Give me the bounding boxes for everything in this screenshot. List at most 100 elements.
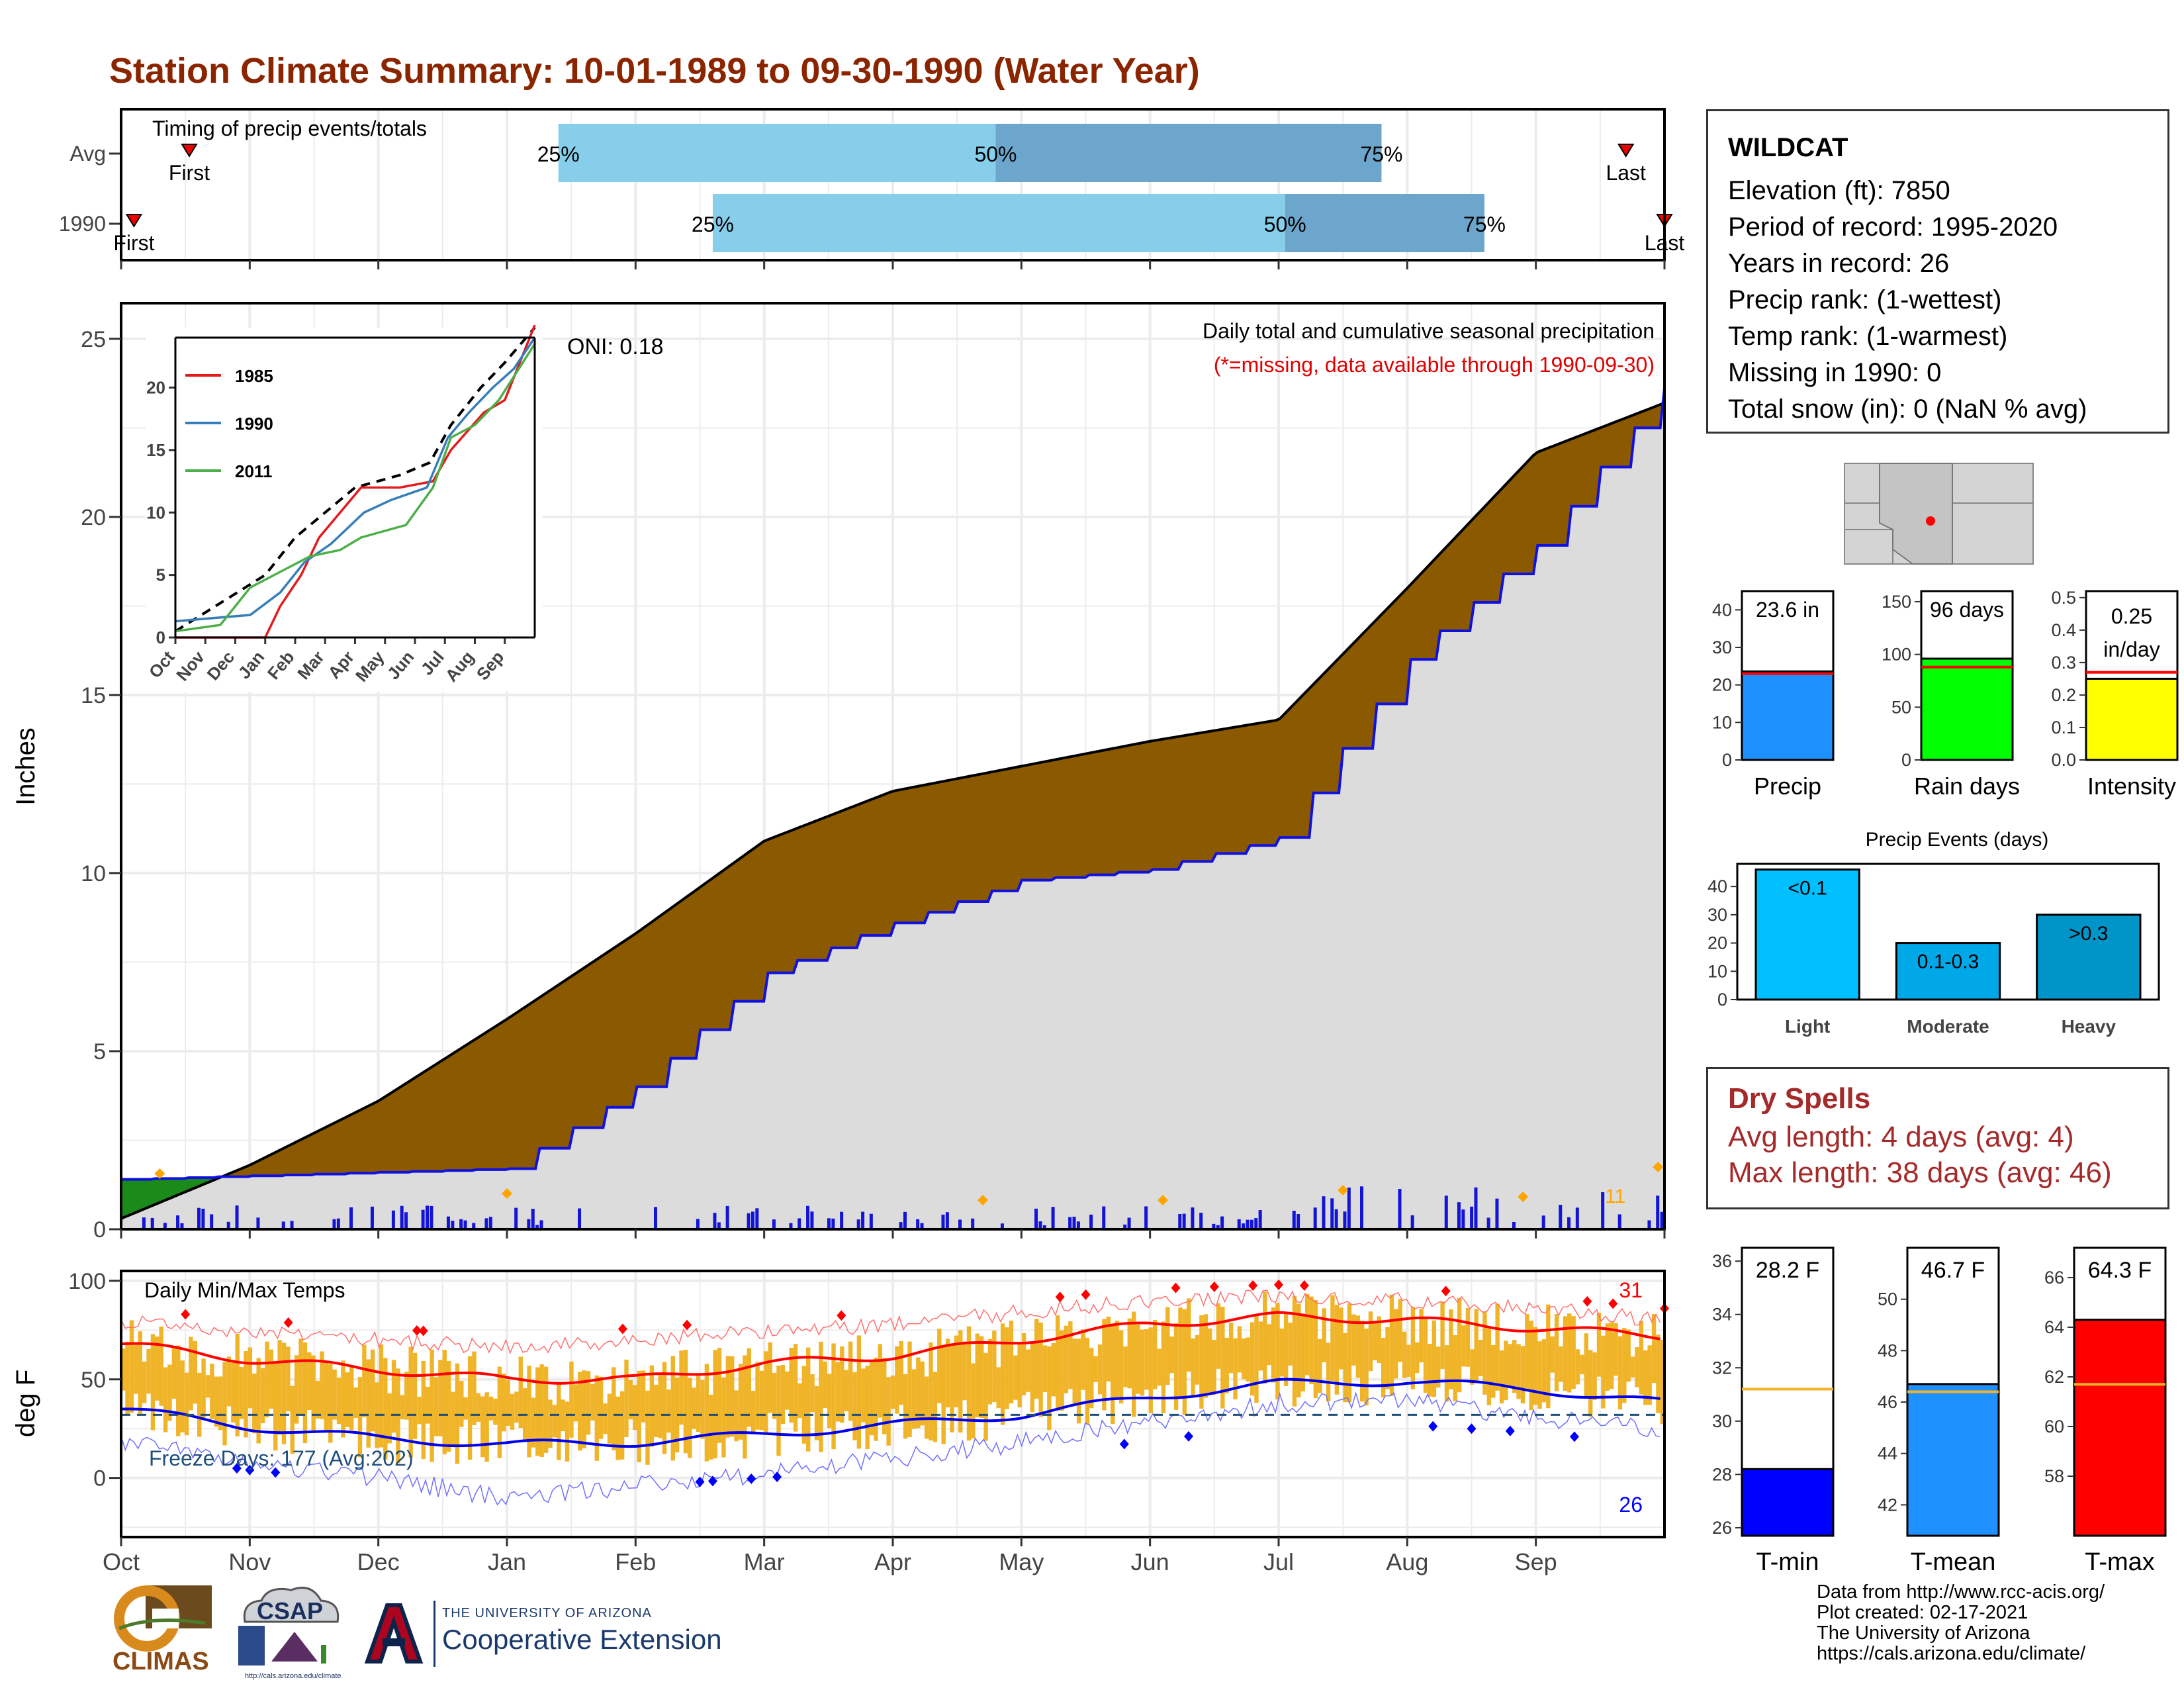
daily-temp-range-bar xyxy=(1178,1307,1183,1398)
daily-temp-range-bar xyxy=(357,1377,363,1458)
timing-caption: Timing of precip events/totals xyxy=(152,117,427,140)
daily-temp-range-bar xyxy=(1398,1299,1402,1362)
daily-precip-bar xyxy=(1191,1207,1195,1229)
daily-temp-range-bar xyxy=(121,1348,126,1391)
first-marker xyxy=(125,214,143,228)
daily-temp-range-bar xyxy=(692,1387,696,1429)
timing-last-label: Last xyxy=(1606,161,1646,185)
daily-temp-range-bar xyxy=(1318,1338,1322,1393)
events-bar-inner-label: 0.1-0.3 xyxy=(1917,951,1979,973)
inset-avg-line xyxy=(174,326,536,633)
daily-temp-range-bar xyxy=(129,1320,134,1413)
daily-temp-range-bar xyxy=(1453,1335,1457,1401)
daily-precip-bar xyxy=(696,1219,700,1229)
stat-bar-ytick-label: 40 xyxy=(1712,600,1732,620)
daily-temp-range-bar xyxy=(1207,1328,1212,1393)
record-high-marker xyxy=(682,1319,692,1331)
daily-precip-bar xyxy=(958,1219,962,1229)
daily-temp-range-bar xyxy=(1322,1308,1326,1362)
daily-temp-range-bar xyxy=(1246,1337,1250,1382)
daily-temp-range-bar xyxy=(768,1342,772,1413)
timing-first-label: First xyxy=(169,161,210,185)
daily-temp-range-bar xyxy=(945,1338,950,1408)
daily-precip-bar xyxy=(1212,1223,1216,1229)
daily-precip-bar xyxy=(1470,1206,1474,1229)
daily-precip-bar xyxy=(1343,1211,1347,1229)
record-low-marker xyxy=(1183,1430,1193,1442)
stat-bar-ytick-label: 20 xyxy=(1712,675,1732,695)
daily-temp-range-bar xyxy=(1237,1326,1242,1373)
daily-precip-bar xyxy=(1647,1220,1651,1229)
daily-temp-range-bar xyxy=(336,1378,341,1425)
freeze-days-label: Freeze Days: 177 (Avg:202) xyxy=(149,1446,414,1470)
heavy-precip-marker xyxy=(154,1168,165,1179)
daily-temp-range-bar xyxy=(426,1386,430,1424)
daily-temp-range-bar xyxy=(1643,1350,1648,1405)
daily-temp-panel: Daily Min/Max Temps Freeze Days: 177 (Avg… xyxy=(11,1269,1669,1575)
daily-temp-range-bar xyxy=(628,1380,633,1420)
precip-1990-line xyxy=(121,388,1666,1181)
daily-temp-range-bar xyxy=(281,1342,287,1444)
daily-temp-range-bar xyxy=(548,1399,553,1448)
stat-bar-value-label-2: in/day xyxy=(2103,637,2160,661)
temp-bar-label: T-min xyxy=(1756,1548,1819,1576)
oni-label: ONI: 0.18 xyxy=(567,334,664,359)
ua-divider xyxy=(433,1601,435,1667)
daily-precip-bar xyxy=(1617,1214,1621,1229)
daily-temp-range-bar xyxy=(950,1345,954,1432)
station-snow: Total snow (in): 0 (NaN % avg) xyxy=(1728,395,2087,424)
daily-temp-range-bar xyxy=(624,1359,629,1437)
daily-temp-range-bar xyxy=(510,1393,515,1430)
record-low-marker xyxy=(772,1472,782,1483)
daily-temp-range-bar xyxy=(776,1366,781,1456)
temp-bar-value xyxy=(1741,1468,1835,1537)
heavy-precip-marker xyxy=(978,1195,989,1205)
daily-temp-range-bar xyxy=(1435,1346,1441,1388)
daily-temp-range-bar xyxy=(155,1336,159,1401)
daily-precip-bar xyxy=(176,1215,180,1229)
daily-temp-range-bar xyxy=(603,1403,608,1434)
daily-temp-range-bar xyxy=(1554,1314,1559,1391)
daily-temp-range-bar xyxy=(1512,1339,1517,1393)
daily-temp-range-bar xyxy=(125,1342,130,1415)
month-label: Feb xyxy=(615,1548,656,1575)
daily-temp-range-bar xyxy=(1601,1335,1606,1409)
daily-temp-range-bar xyxy=(214,1376,218,1427)
daily-temp-range-bar xyxy=(1271,1307,1276,1383)
daily-temp-range-bar xyxy=(920,1361,925,1426)
daily-temp-range-bar xyxy=(324,1362,329,1430)
daily-precip-bar xyxy=(713,1213,717,1229)
month-label: Sep xyxy=(1515,1548,1557,1575)
ua-extension-text: THE UNIVERSITY OF ARIZONA Cooperative Ex… xyxy=(442,1606,722,1656)
daily-temp-range-bar xyxy=(1482,1311,1487,1395)
daily-temp-range-bar xyxy=(1385,1327,1390,1389)
daily-precip-bar xyxy=(400,1205,404,1229)
daily-precip-bar xyxy=(1559,1205,1563,1229)
daily-temp-range-bar xyxy=(764,1351,768,1433)
daily-temp-range-bar xyxy=(506,1380,510,1427)
events-bar xyxy=(1754,868,1860,1001)
inset-series-line xyxy=(175,324,536,639)
temp-bar-ytick-label: 46 xyxy=(1878,1392,1897,1412)
daily-temp-range-bar xyxy=(1334,1305,1340,1395)
daily-precip-bar xyxy=(916,1219,920,1229)
timing-row-label: 1990 xyxy=(59,212,106,236)
daily-temp-range-bar xyxy=(645,1390,650,1465)
daily-temp-range-bar xyxy=(480,1396,485,1458)
precip-inset-chart: 05101520OctNovDecJanFebMarAprMayJunJulAu… xyxy=(145,324,543,692)
daily-temp-range-bar xyxy=(1373,1323,1377,1360)
daily-temp-range-bar xyxy=(1525,1313,1529,1390)
daily-temp-range-bar xyxy=(159,1326,163,1406)
page-title: Station Climate Summary: 10-01-1989 to 0… xyxy=(109,51,1200,91)
daily-temp-range-bar xyxy=(163,1367,168,1432)
daily-temp-range-bar xyxy=(1216,1303,1221,1369)
ua-small-text: THE UNIVERSITY OF ARIZONA xyxy=(442,1606,652,1620)
daily-temp-range-bar xyxy=(552,1405,557,1438)
daily-temp-range-bar xyxy=(502,1373,506,1432)
daily-temp-range-bar xyxy=(780,1364,786,1425)
timing-pct-50: 50% xyxy=(974,142,1017,166)
daily-temp-range-bar xyxy=(1419,1309,1424,1363)
daily-temp-range-bar xyxy=(387,1393,392,1444)
daily-temp-range-bar xyxy=(476,1393,481,1422)
